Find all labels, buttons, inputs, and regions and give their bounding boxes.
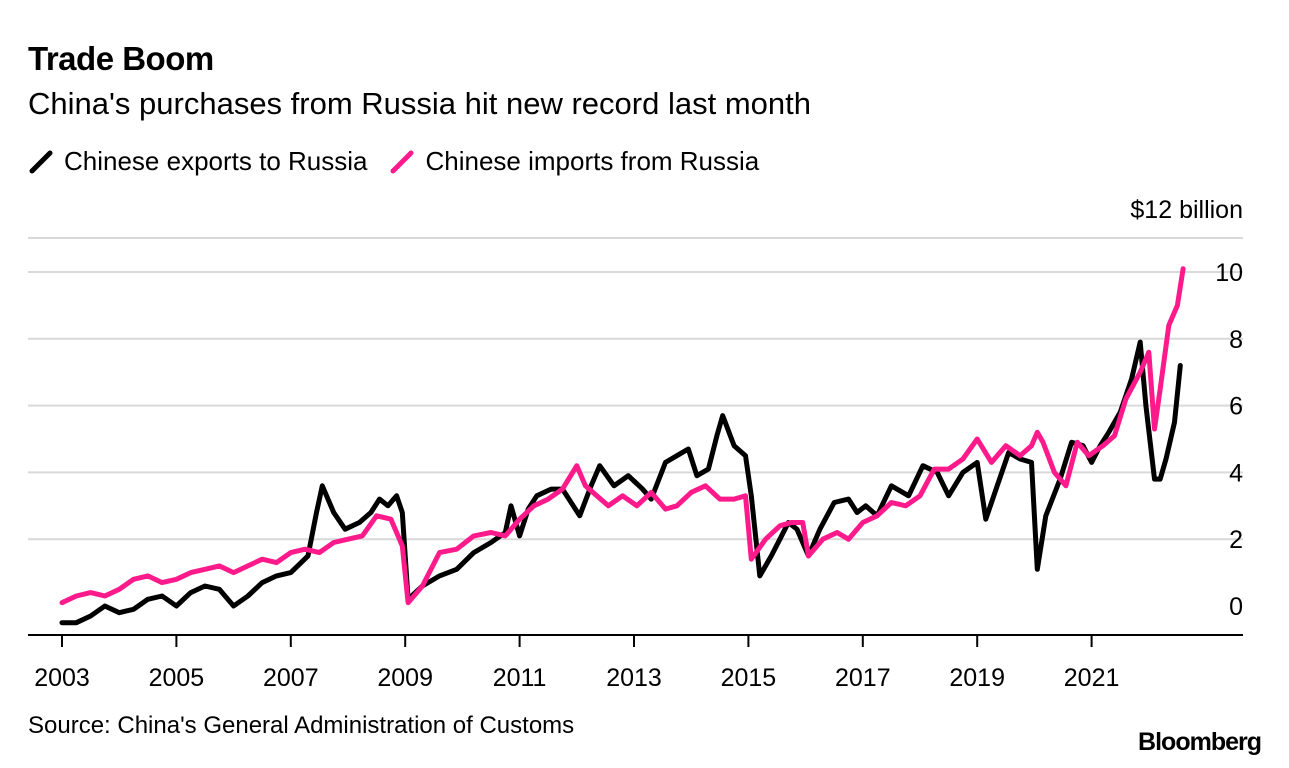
- legend-swatch-exports: [29, 150, 53, 173]
- y-tick-label-10: 10: [1215, 259, 1243, 287]
- x-tick-label-2005: 2005: [149, 664, 205, 692]
- x-tick-label-2013: 2013: [606, 664, 662, 692]
- x-tick-label-2007: 2007: [263, 664, 319, 692]
- y-tick-label-6: 6: [1229, 393, 1243, 421]
- legend-swatch-imports: [390, 150, 414, 173]
- x-tick-label-2015: 2015: [721, 664, 777, 692]
- y-tick-label-2: 2: [1229, 526, 1243, 554]
- legend-item-exports: Chinese exports to Russia: [28, 146, 367, 177]
- source-note: Source: China's General Administration o…: [28, 712, 575, 739]
- chart-subtitle: China's purchases from Russia hit new re…: [28, 86, 811, 121]
- legend-item-imports: Chinese imports from Russia: [389, 146, 759, 177]
- x-tick-label-2009: 2009: [377, 664, 433, 692]
- chart-legend: Chinese exports to Russia Chinese import…: [28, 146, 781, 177]
- legend-label-imports: Chinese imports from Russia: [425, 146, 760, 176]
- bloomberg-logo: Bloomberg: [1138, 728, 1262, 756]
- y-tick-label-4: 4: [1229, 459, 1243, 487]
- x-tick-label-2017: 2017: [835, 664, 891, 692]
- series-line-exports: [59, 339, 1183, 626]
- series-line-imports: [59, 266, 1186, 606]
- x-tick-label-2003: 2003: [34, 664, 90, 692]
- y-tick-label-0: 0: [1229, 593, 1243, 621]
- x-tick-label-2021: 2021: [1064, 664, 1120, 692]
- y-axis-unit-label: $12 billion: [1130, 196, 1243, 224]
- legend-label-exports: Chinese exports to Russia: [64, 146, 368, 176]
- x-tick-label-2019: 2019: [949, 664, 1005, 692]
- y-tick-label-8: 8: [1229, 326, 1243, 354]
- chart-title: Trade Boom: [28, 40, 214, 77]
- x-tick-label-2011: 2011: [493, 664, 547, 692]
